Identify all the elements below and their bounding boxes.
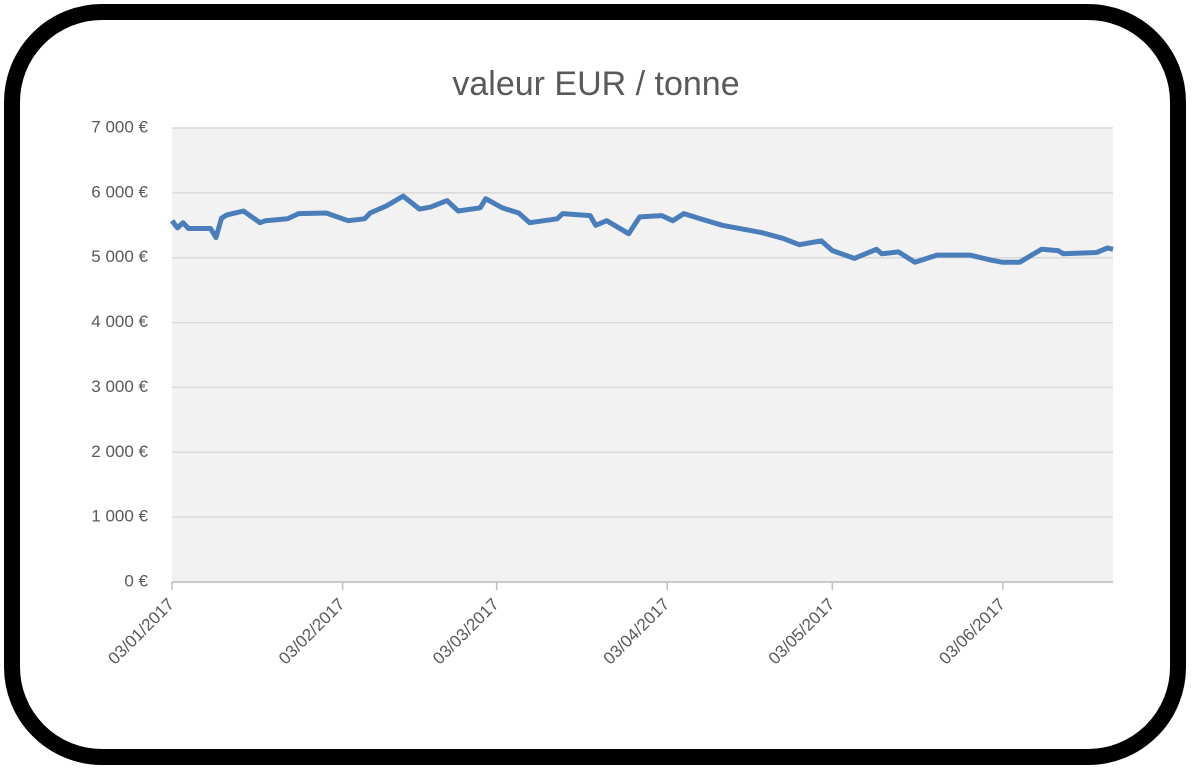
y-tick-label: 1 000 € (91, 507, 148, 526)
y-tick-label: 6 000 € (91, 182, 148, 201)
plot-area (172, 128, 1113, 582)
y-tick-label: 0 € (124, 571, 148, 590)
y-tick-label: 7 000 € (91, 117, 148, 136)
y-tick-label: 3 000 € (91, 377, 148, 396)
y-tick-label: 5 000 € (91, 247, 148, 266)
data-line (170, 193, 1114, 265)
y-tick-label: 2 000 € (91, 442, 148, 461)
chart-title: valeur EUR / tonne (452, 65, 739, 103)
y-tick-label: 4 000 € (91, 312, 148, 331)
